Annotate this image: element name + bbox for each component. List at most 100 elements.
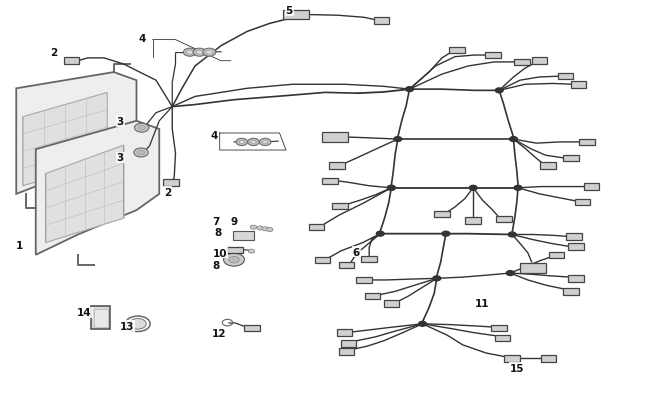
- Circle shape: [469, 186, 477, 191]
- Circle shape: [248, 139, 259, 146]
- Circle shape: [135, 124, 149, 133]
- Polygon shape: [16, 73, 136, 194]
- FancyBboxPatch shape: [339, 262, 354, 269]
- FancyBboxPatch shape: [465, 217, 481, 224]
- Circle shape: [251, 141, 256, 144]
- Circle shape: [236, 139, 248, 146]
- Circle shape: [206, 51, 213, 55]
- Text: 10: 10: [213, 248, 227, 258]
- FancyBboxPatch shape: [491, 325, 507, 331]
- Text: 8: 8: [212, 260, 220, 270]
- Circle shape: [514, 186, 522, 191]
- Text: 4: 4: [138, 34, 146, 43]
- Circle shape: [495, 89, 503, 94]
- FancyBboxPatch shape: [91, 306, 111, 330]
- Text: 4: 4: [211, 131, 218, 141]
- FancyBboxPatch shape: [566, 234, 582, 240]
- Text: 6: 6: [352, 247, 360, 257]
- Circle shape: [137, 151, 145, 156]
- Text: 7: 7: [212, 217, 220, 227]
- FancyBboxPatch shape: [356, 277, 372, 284]
- Text: 2: 2: [164, 188, 172, 197]
- FancyBboxPatch shape: [384, 301, 399, 307]
- FancyBboxPatch shape: [495, 335, 510, 341]
- Circle shape: [510, 137, 517, 142]
- FancyBboxPatch shape: [575, 199, 590, 206]
- Circle shape: [138, 126, 146, 131]
- FancyBboxPatch shape: [563, 288, 578, 295]
- Circle shape: [134, 149, 148, 158]
- Circle shape: [262, 227, 268, 231]
- FancyBboxPatch shape: [332, 203, 348, 210]
- Circle shape: [203, 49, 216, 57]
- Circle shape: [442, 232, 450, 237]
- FancyBboxPatch shape: [322, 178, 338, 185]
- FancyBboxPatch shape: [374, 18, 389, 25]
- FancyBboxPatch shape: [558, 74, 573, 80]
- Circle shape: [508, 232, 516, 237]
- Circle shape: [196, 51, 203, 55]
- FancyBboxPatch shape: [337, 330, 352, 336]
- FancyBboxPatch shape: [563, 156, 578, 162]
- Text: 12: 12: [212, 328, 226, 338]
- Text: 15: 15: [510, 363, 525, 373]
- Circle shape: [187, 51, 193, 55]
- Circle shape: [506, 271, 514, 276]
- Text: 13: 13: [120, 321, 135, 331]
- FancyBboxPatch shape: [322, 133, 348, 143]
- FancyBboxPatch shape: [496, 216, 512, 223]
- Text: 3: 3: [116, 117, 124, 126]
- Circle shape: [224, 254, 244, 266]
- FancyBboxPatch shape: [341, 340, 356, 347]
- Text: 1: 1: [16, 240, 23, 250]
- Text: 8: 8: [214, 228, 222, 238]
- FancyBboxPatch shape: [504, 355, 520, 362]
- FancyBboxPatch shape: [329, 163, 344, 169]
- FancyBboxPatch shape: [549, 252, 564, 258]
- Circle shape: [376, 232, 384, 237]
- Text: 14: 14: [77, 308, 92, 318]
- Circle shape: [129, 319, 146, 329]
- Circle shape: [257, 226, 263, 230]
- FancyBboxPatch shape: [365, 293, 380, 300]
- FancyBboxPatch shape: [434, 211, 450, 218]
- FancyBboxPatch shape: [227, 247, 243, 254]
- Circle shape: [406, 87, 413, 92]
- FancyBboxPatch shape: [64, 58, 79, 65]
- FancyBboxPatch shape: [283, 11, 309, 20]
- FancyBboxPatch shape: [520, 263, 546, 273]
- FancyBboxPatch shape: [361, 256, 377, 262]
- Text: 3: 3: [116, 153, 124, 163]
- FancyBboxPatch shape: [541, 355, 556, 362]
- Circle shape: [266, 228, 273, 232]
- Circle shape: [387, 186, 395, 191]
- FancyBboxPatch shape: [339, 348, 354, 355]
- Circle shape: [433, 276, 441, 281]
- Circle shape: [419, 322, 426, 326]
- FancyBboxPatch shape: [244, 325, 260, 331]
- Circle shape: [248, 249, 255, 254]
- FancyBboxPatch shape: [514, 60, 530, 66]
- Text: 9: 9: [231, 217, 237, 227]
- FancyBboxPatch shape: [163, 180, 179, 186]
- FancyBboxPatch shape: [568, 275, 584, 282]
- Circle shape: [229, 257, 239, 263]
- Text: 2: 2: [49, 48, 57, 58]
- Circle shape: [259, 139, 271, 146]
- Polygon shape: [46, 146, 124, 243]
- Circle shape: [183, 49, 196, 57]
- FancyBboxPatch shape: [94, 309, 108, 327]
- Circle shape: [387, 186, 395, 191]
- FancyBboxPatch shape: [233, 231, 254, 240]
- FancyBboxPatch shape: [568, 244, 584, 250]
- FancyBboxPatch shape: [315, 257, 330, 264]
- FancyBboxPatch shape: [449, 47, 465, 54]
- Circle shape: [263, 141, 268, 144]
- FancyBboxPatch shape: [571, 82, 586, 88]
- FancyBboxPatch shape: [485, 53, 500, 59]
- Text: 5: 5: [285, 6, 293, 16]
- FancyBboxPatch shape: [309, 224, 324, 231]
- Polygon shape: [36, 122, 159, 255]
- Circle shape: [239, 141, 244, 144]
- FancyBboxPatch shape: [540, 163, 556, 169]
